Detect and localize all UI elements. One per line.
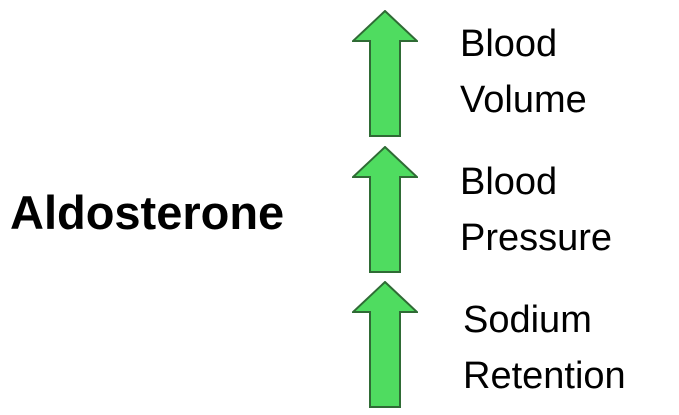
effect-label-line: Retention: [463, 355, 626, 397]
up-arrow-icon: [352, 146, 418, 273]
effect-label-line: Blood: [460, 23, 558, 65]
up-arrow-icon: [352, 10, 418, 137]
effect-sodium-retention: Sodium Retention: [463, 292, 626, 404]
up-arrow-icon: [352, 281, 418, 408]
effect-label-line: Volume: [460, 79, 587, 121]
effect-blood-pressure: Blood Pressure: [460, 154, 612, 266]
effect-label-line: Blood: [460, 161, 558, 203]
effect-label-line: Sodium: [463, 299, 592, 341]
aldosterone-title: Aldosterone: [10, 186, 285, 239]
effect-blood-volume: Blood Volume: [460, 16, 587, 128]
effect-label-line: Pressure: [460, 217, 613, 259]
